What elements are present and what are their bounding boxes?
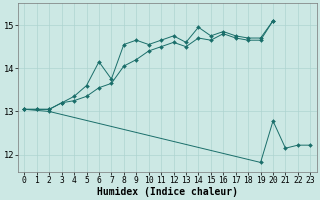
X-axis label: Humidex (Indice chaleur): Humidex (Indice chaleur): [97, 186, 238, 197]
